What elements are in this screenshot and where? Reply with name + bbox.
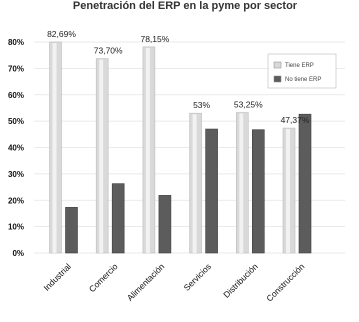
legend-label: Tiene ERP: [285, 63, 314, 69]
x-axis: Industrial Comercio Alimentación Servicios D…: [41, 261, 306, 303]
x-tick-label: Comercio: [87, 261, 120, 294]
y-tick-label: 0%: [12, 249, 24, 258]
y-tick-label: 20%: [8, 196, 24, 205]
bar-no-tiene-erp: [252, 129, 265, 254]
bar-no-tiene-erp: [158, 195, 172, 254]
bar-no-tiene-erp: [111, 183, 125, 254]
bar-highlight: [286, 129, 290, 253]
bar-highlight: [99, 59, 104, 254]
y-tick-label: 80%: [8, 38, 24, 47]
bar-no-tiene-erp: [205, 128, 218, 254]
y-tick-label: 70%: [8, 64, 24, 73]
data-label: 53%: [193, 100, 210, 110]
x-tick-label: Distribución: [221, 261, 260, 300]
data-label: 73,70%: [94, 46, 123, 56]
bar-highlight: [145, 47, 150, 253]
legend-swatch: [273, 75, 282, 83]
legend-swatch: [273, 61, 282, 69]
bar-no-tiene-erp: [65, 207, 78, 254]
legend-box: [267, 53, 337, 89]
legend: Tiene ERP No tiene ERP: [267, 53, 337, 89]
data-labels: 82,69% 73,70% 78,15% 53% 53,25% 47,37%: [47, 29, 310, 125]
bar-highlight: [52, 43, 57, 253]
y-axis: 0% 10% 20% 30% 40% 50% 60% 70% 80%: [8, 38, 24, 258]
bars: [49, 41, 312, 254]
data-label: 47,37%: [281, 115, 310, 125]
bar-no-tiene-erp: [298, 113, 312, 254]
data-label: 78,15%: [140, 34, 169, 44]
bar-highlight: [239, 113, 244, 253]
data-label: 53,25%: [234, 100, 263, 110]
y-tick-label: 10%: [8, 223, 24, 232]
y-tick-label: 60%: [8, 91, 24, 100]
x-tick-label: Servicios: [182, 261, 213, 292]
x-tick-label: Construcción: [264, 261, 306, 303]
chart-title: Penetración del ERP en la pyme por secto…: [73, 0, 298, 12]
x-tick-label: Industrial: [41, 261, 73, 293]
bar-highlight: [192, 114, 197, 254]
y-tick-label: 50%: [8, 117, 24, 126]
x-tick-label: Alimentación: [125, 261, 167, 303]
y-tick-label: 30%: [8, 170, 24, 179]
y-tick-label: 40%: [8, 144, 24, 153]
data-label: 82,69%: [47, 29, 76, 39]
legend-label: No tiene ERP: [285, 77, 321, 83]
